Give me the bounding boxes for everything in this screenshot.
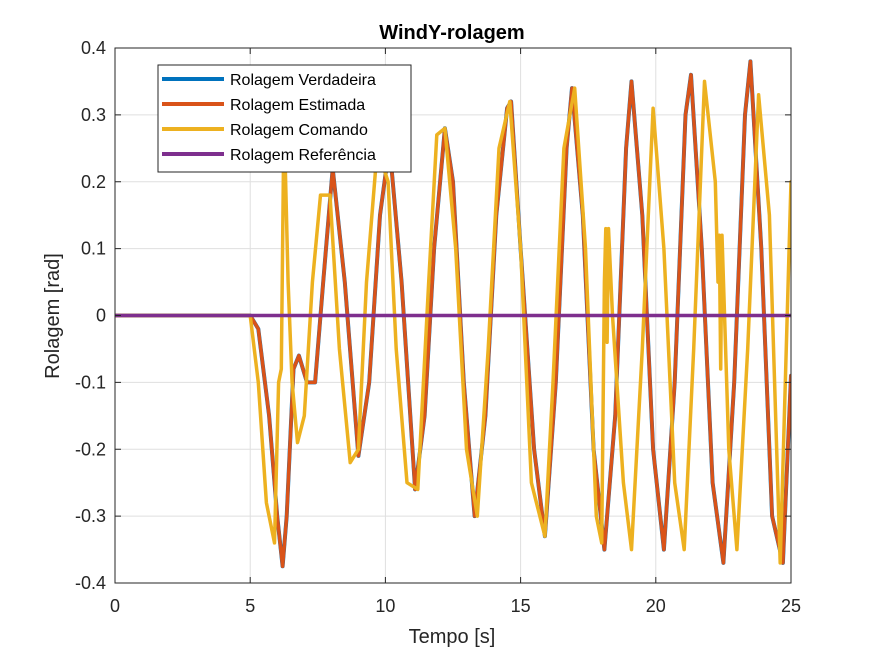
series-group [115, 59, 791, 569]
x-tick-label: 20 [646, 596, 666, 616]
legend: Rolagem Verdadeira Rolagem Estimada Rolage… [157, 64, 412, 173]
series-line-3 [115, 79, 791, 565]
y-tick-label: 0.2 [81, 172, 106, 192]
x-tick-label: 25 [781, 596, 801, 616]
x-tick-label: 15 [511, 596, 531, 616]
x-axis-label: Tempo [s] [409, 626, 496, 648]
x-tick-label: 5 [245, 596, 255, 616]
y-tick-label: -0.3 [75, 506, 106, 526]
y-tick-label: 0 [96, 306, 106, 326]
y-tick-label: 0.1 [81, 239, 106, 259]
y-axis-label: Rolagem [rad] [42, 253, 64, 379]
y-tick-label: 0.4 [81, 38, 106, 58]
x-tick-label: 10 [375, 596, 395, 616]
x-tick-label: 0 [110, 596, 120, 616]
legend-label: Rolagem Estimada [230, 97, 365, 114]
chart-title: WindY-rolagem [379, 22, 524, 44]
legend-label: Rolagem Comando [230, 122, 368, 139]
ticks: 0 5 10 15 20 25 -0.4 -0.3 -0.2 -0.1 0 0.1 0.2 0.3 0.4 [75, 38, 801, 616]
y-tick-label: 0.3 [81, 105, 106, 125]
y-tick-label: -0.1 [75, 372, 106, 392]
y-tick-label: -0.2 [75, 439, 106, 459]
legend-label: Rolagem Referência [230, 147, 376, 164]
legend-label: Rolagem Verdadeira [230, 72, 376, 89]
y-tick-label: -0.4 [75, 573, 106, 593]
